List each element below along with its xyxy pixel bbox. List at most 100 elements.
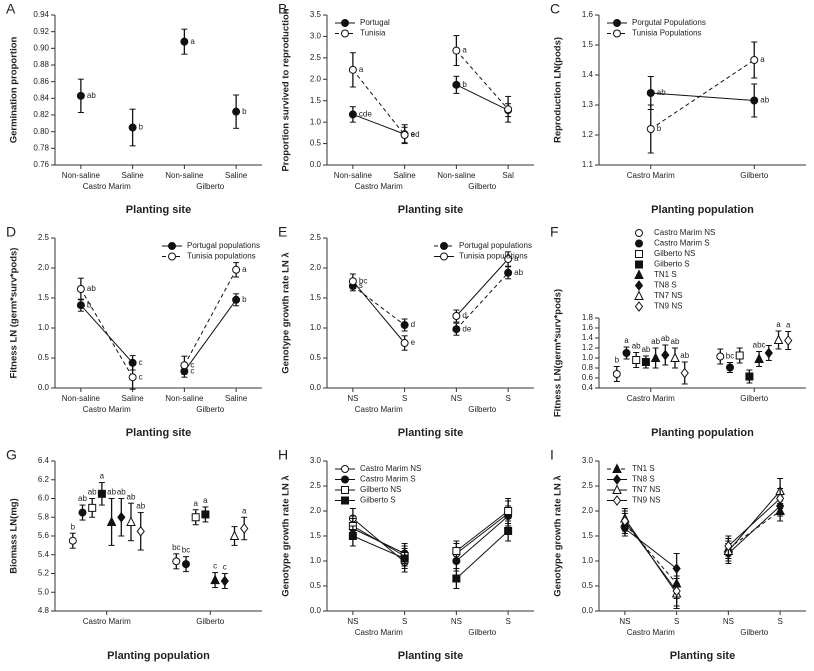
legend-label: Gilberto S	[654, 260, 690, 269]
marker	[612, 474, 622, 485]
significance-label: b	[657, 124, 662, 133]
significance-label: a	[359, 65, 364, 74]
significance-label: b	[242, 295, 247, 304]
y-tick-label: 1.2	[582, 343, 594, 352]
significance-label: bc	[182, 546, 190, 555]
significance-label: a	[242, 506, 247, 515]
y-tick-label: 0.0	[310, 160, 322, 169]
significance-label: a	[242, 265, 247, 274]
x-tick-label: Castro Marim	[627, 394, 675, 403]
marker	[341, 465, 349, 473]
group-label: Gilberto	[740, 628, 769, 637]
significance-label: c	[139, 372, 143, 381]
panel-label: C	[550, 1, 560, 17]
significance-label: a	[624, 336, 629, 345]
y-tick-label: 6.0	[38, 494, 50, 503]
y-tick-label: 2.0	[310, 506, 322, 515]
legend-label: Tunisia populations	[187, 252, 256, 261]
marker	[612, 370, 621, 378]
marker	[661, 349, 670, 361]
y-tick-label: 1.5	[310, 531, 322, 540]
marker	[632, 356, 641, 364]
marker	[635, 260, 643, 269]
y-tick-label: 0.78	[33, 143, 49, 152]
x-tick-label: S	[402, 617, 407, 626]
x-tick-label: NS	[451, 617, 462, 626]
x-tick-label: Saline	[122, 394, 145, 403]
series-line	[624, 523, 678, 584]
legend-label: TN7 NS	[654, 291, 682, 300]
x-axis-label: Planting site	[398, 427, 463, 439]
x-tick-label: NS	[347, 617, 358, 626]
marker	[106, 516, 117, 526]
marker	[646, 125, 655, 133]
marker	[641, 358, 650, 366]
marker	[724, 540, 733, 552]
x-tick-label: Non-saline	[437, 171, 476, 180]
series-line	[352, 280, 406, 344]
x-tick-label: Castro Marim	[83, 617, 131, 626]
y-tick-label: 5.6	[38, 531, 50, 540]
y-tick-label: 0.84	[33, 93, 49, 102]
y-tick-label: 0.82	[33, 110, 49, 119]
y-tick-label: 1.1	[582, 160, 594, 169]
marker	[88, 503, 97, 512]
significance-label: d	[411, 320, 415, 329]
significance-label: a	[514, 254, 519, 263]
marker	[240, 523, 249, 534]
marker	[635, 250, 643, 258]
significance-label: ab	[671, 337, 680, 346]
series-line	[352, 69, 406, 136]
marker	[612, 484, 622, 494]
significance-label: e	[411, 338, 416, 347]
marker	[117, 511, 126, 523]
significance-label: a	[193, 499, 198, 508]
marker	[773, 334, 784, 344]
marker	[680, 367, 689, 379]
marker	[504, 268, 513, 277]
series-line	[80, 288, 134, 378]
group-label: Castro Marim	[355, 628, 403, 637]
significance-label: ab	[78, 494, 87, 503]
marker	[672, 585, 681, 597]
significance-label: c	[190, 360, 194, 369]
series-line	[728, 498, 781, 547]
marker	[612, 463, 622, 473]
x-tick-label: Saline	[122, 171, 145, 180]
y-tick-label: 3.0	[310, 32, 322, 41]
y-axis-label: Biomass LN(mg)	[9, 498, 20, 573]
series-line	[727, 490, 781, 552]
significance-label: ab	[127, 492, 136, 501]
y-axis-label: Reproduction LN(pods)	[553, 37, 564, 143]
series-line	[624, 528, 677, 569]
x-tick-label: Saline	[225, 171, 248, 180]
series-line	[456, 513, 509, 554]
y-tick-label: 0.5	[310, 139, 322, 148]
marker	[622, 349, 631, 357]
significance-label: a	[776, 320, 781, 329]
marker	[168, 242, 176, 250]
significance-label: a	[190, 37, 195, 46]
marker	[635, 239, 643, 248]
significance-label: ab	[661, 334, 670, 343]
marker	[672, 563, 681, 574]
significance-label: b	[71, 522, 76, 531]
marker	[341, 19, 349, 27]
y-tick-label: 0.0	[310, 606, 322, 615]
marker	[232, 265, 241, 274]
marker	[775, 493, 785, 504]
legend-label: TN1 S	[632, 464, 655, 473]
y-axis-label: Genotype growth rate LN λ	[281, 475, 292, 597]
x-tick-label: S	[505, 617, 510, 626]
legend-label: Portugal populations	[187, 241, 260, 250]
marker	[68, 536, 77, 545]
x-tick-label: NS	[723, 617, 734, 626]
x-tick-label: NS	[619, 617, 630, 626]
y-tick-label: 2.5	[310, 481, 322, 490]
legend-label: Castro Marim NS	[654, 228, 715, 237]
marker	[504, 105, 513, 114]
marker	[181, 560, 190, 569]
marker	[78, 508, 87, 517]
significance-label: s	[359, 281, 363, 290]
marker	[716, 352, 725, 361]
